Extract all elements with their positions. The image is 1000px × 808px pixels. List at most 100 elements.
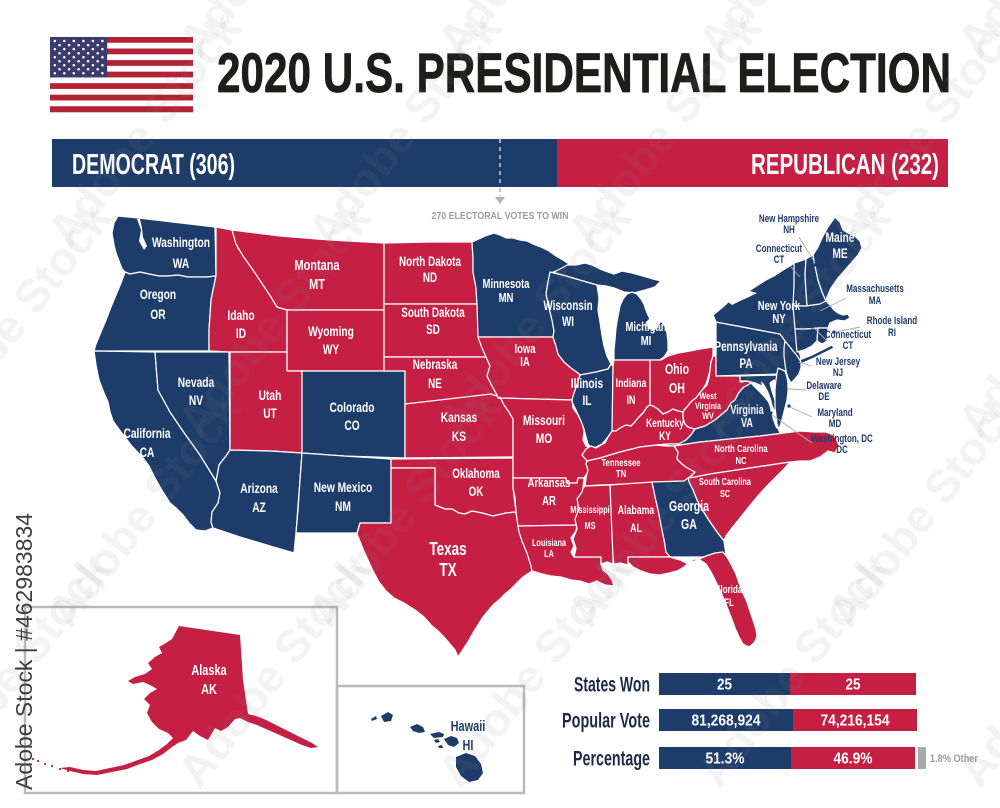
svg-text:Iowa: Iowa <box>514 341 536 356</box>
svg-text:Popular Vote: Popular Vote <box>562 709 650 733</box>
svg-text:270 ELECTORAL VOTES TO WIN: 270 ELECTORAL VOTES TO WIN <box>432 210 569 222</box>
svg-text:NC: NC <box>735 455 746 467</box>
svg-text:Arkansas: Arkansas <box>528 475 571 490</box>
svg-text:Virginia: Virginia <box>695 401 722 412</box>
svg-text:Delaware: Delaware <box>806 380 841 392</box>
svg-text:2020 U.S. PRESIDENTIAL ELECTIO: 2020 U.S. PRESIDENTIAL ELECTION <box>217 41 951 104</box>
svg-text:AL: AL <box>630 521 642 535</box>
svg-text:DE: DE <box>818 391 829 403</box>
svg-text:Connecticut: Connecticut <box>825 329 872 341</box>
svg-text:MI: MI <box>641 333 652 348</box>
svg-text:NE: NE <box>428 376 442 391</box>
svg-text:Minnesota: Minnesota <box>483 276 530 291</box>
svg-text:AZ: AZ <box>252 499 266 515</box>
svg-text:MT: MT <box>309 276 325 293</box>
svg-text:VA: VA <box>741 416 753 430</box>
svg-text:HI: HI <box>463 737 474 754</box>
svg-text:Florida: Florida <box>716 584 743 596</box>
svg-text:Michigan: Michigan <box>625 319 666 334</box>
svg-text:New York: New York <box>758 298 801 313</box>
svg-text:North Dakota: North Dakota <box>399 254 461 269</box>
svg-text:Hawaii: Hawaii <box>451 718 486 735</box>
svg-text:TN: TN <box>616 468 626 480</box>
svg-text:CA: CA <box>140 444 155 460</box>
svg-text:WY: WY <box>323 341 340 357</box>
svg-text:Kansas: Kansas <box>441 409 478 425</box>
svg-text:WV: WV <box>702 411 714 422</box>
svg-text:New Mexico: New Mexico <box>314 479 373 495</box>
svg-text:Pennsylvania: Pennsylvania <box>715 339 778 354</box>
svg-text:OH: OH <box>669 381 685 397</box>
svg-text:Virginia: Virginia <box>730 403 764 417</box>
svg-text:Oklahoma: Oklahoma <box>452 466 500 481</box>
svg-text:WI: WI <box>562 314 574 329</box>
svg-text:MD: MD <box>829 418 842 430</box>
svg-text:Illinois: Illinois <box>571 375 604 391</box>
svg-text:Percentage: Percentage <box>573 747 650 771</box>
svg-text:Ohio: Ohio <box>665 362 689 378</box>
svg-text:Adobe Stock | #462983834: Adobe Stock | #462983834 <box>11 513 37 790</box>
svg-text:Tennessee: Tennessee <box>601 457 640 469</box>
svg-text:IA: IA <box>520 354 530 369</box>
svg-text:Nevada: Nevada <box>178 374 215 390</box>
svg-text:New Hampshire: New Hampshire <box>759 213 819 225</box>
svg-text:Alabama: Alabama <box>618 503 655 517</box>
svg-text:NH: NH <box>783 224 795 236</box>
svg-text:FL: FL <box>724 597 734 609</box>
svg-text:Alaska: Alaska <box>191 662 227 679</box>
svg-text:NY: NY <box>772 311 785 326</box>
svg-text:Maine: Maine <box>826 229 855 245</box>
svg-text:Louisiana: Louisiana <box>532 538 566 549</box>
svg-text:CO: CO <box>344 417 359 433</box>
svg-text:North Carolina: North Carolina <box>714 443 767 455</box>
svg-text:TX: TX <box>439 559 457 580</box>
svg-text:SD: SD <box>426 322 440 337</box>
svg-text:Mississippi: Mississippi <box>570 505 610 516</box>
svg-text:Kentucky: Kentucky <box>646 418 684 430</box>
svg-text:Colorado: Colorado <box>330 399 375 415</box>
svg-text:AR: AR <box>542 493 556 508</box>
svg-text:CT: CT <box>843 340 854 352</box>
svg-text:UT: UT <box>263 405 277 421</box>
svg-text:IN: IN <box>627 393 636 407</box>
svg-text:Wyoming: Wyoming <box>308 323 354 339</box>
svg-text:81,268,924: 81,268,924 <box>692 713 761 730</box>
svg-text:West: West <box>700 391 718 402</box>
svg-text:REPUBLICAN (232): REPUBLICAN (232) <box>751 149 939 181</box>
svg-text:25: 25 <box>717 677 732 694</box>
svg-text:Wisconsin: Wisconsin <box>543 298 592 313</box>
svg-text:Georgia: Georgia <box>669 499 710 515</box>
svg-text:KY: KY <box>659 431 671 443</box>
svg-text:WA: WA <box>173 255 190 271</box>
svg-text:Massachusetts: Massachusetts <box>846 283 904 295</box>
svg-text:25: 25 <box>846 677 861 694</box>
svg-text:IL: IL <box>582 392 591 408</box>
svg-text:1.8% Other: 1.8% Other <box>930 753 979 765</box>
svg-text:Rhode Island: Rhode Island <box>867 315 917 327</box>
svg-text:MN: MN <box>499 290 514 305</box>
svg-text:MO: MO <box>536 430 553 446</box>
svg-text:Arizona: Arizona <box>240 480 278 496</box>
svg-text:Indiana: Indiana <box>616 376 647 390</box>
svg-text:SC: SC <box>720 489 730 500</box>
svg-text:ME: ME <box>832 245 847 261</box>
svg-text:OK: OK <box>469 484 484 499</box>
svg-text:Texas: Texas <box>429 538 466 559</box>
svg-text:California: California <box>123 425 170 441</box>
svg-text:KS: KS <box>452 428 466 444</box>
svg-text:ND: ND <box>423 270 437 285</box>
svg-text:74,216,154: 74,216,154 <box>821 713 890 730</box>
svg-text:RI: RI <box>888 327 896 339</box>
svg-text:Washington, DC: Washington, DC <box>811 433 873 445</box>
svg-text:States Won: States Won <box>574 673 650 697</box>
svg-text:Montana: Montana <box>295 257 340 274</box>
svg-text:AK: AK <box>201 681 217 698</box>
svg-text:LA: LA <box>544 549 554 560</box>
svg-text:NJ: NJ <box>833 367 843 379</box>
svg-text:Oregon: Oregon <box>140 286 176 302</box>
svg-text:Maryland: Maryland <box>817 407 852 419</box>
svg-text:NM: NM <box>335 498 351 514</box>
svg-text:Missouri: Missouri <box>523 412 565 428</box>
svg-text:PA: PA <box>740 356 753 371</box>
svg-text:DEMOCRAT (306): DEMOCRAT (306) <box>72 149 235 181</box>
